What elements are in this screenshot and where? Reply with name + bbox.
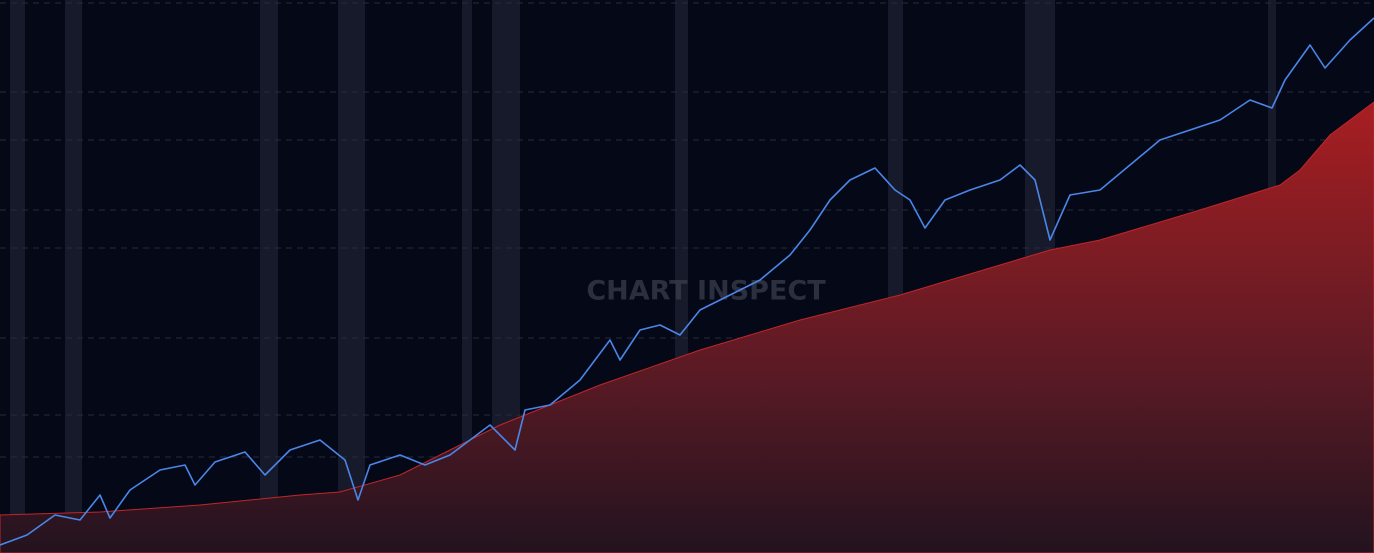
- area: [0, 101, 1374, 553]
- shaded-period: [10, 0, 25, 553]
- shaded-period: [65, 0, 82, 553]
- watermark: CHART INSPECT: [586, 276, 826, 307]
- shaded-period: [338, 0, 365, 553]
- line: [0, 17, 1374, 546]
- shaded-period: [462, 0, 472, 553]
